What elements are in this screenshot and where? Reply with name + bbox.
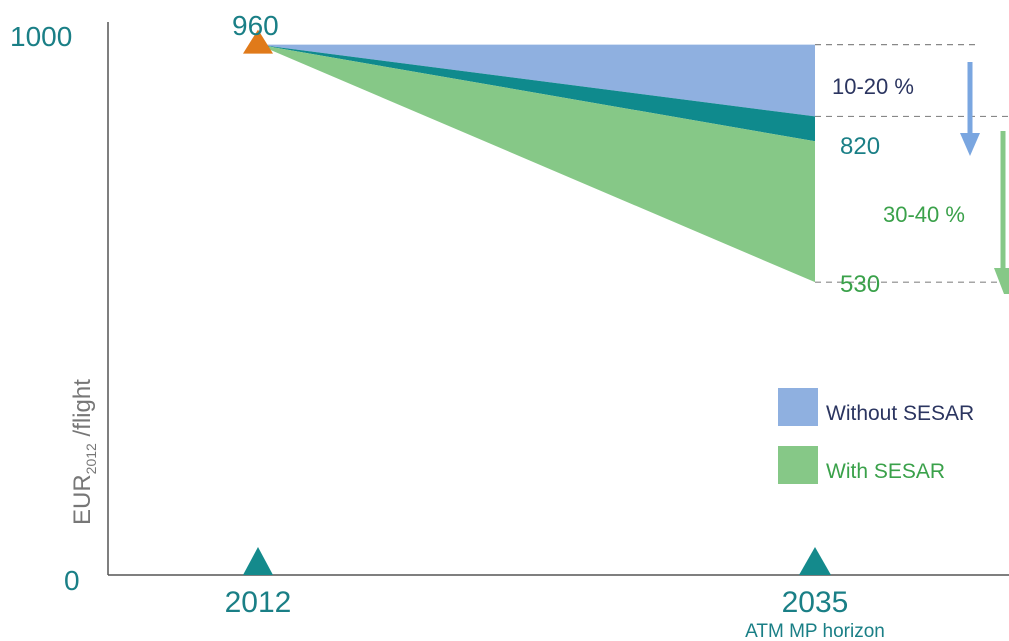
area-overlap-band — [258, 44, 815, 142]
x-tick-label-2012: 2012 — [225, 586, 292, 619]
annotation-reduction-with: 30-40 % — [883, 202, 965, 227]
legend-swatch-with — [778, 446, 818, 484]
y-axis-label-sub: 2012 — [83, 443, 99, 474]
arrow-reduction-with — [994, 131, 1009, 294]
y-tick-label-min: 0 — [64, 565, 80, 596]
end-label-without: 820 — [840, 133, 880, 160]
x-marker-2012 — [243, 547, 273, 575]
y-tick-label-max: 1000 — [10, 21, 72, 52]
area-without-sesar — [258, 44, 815, 117]
x-tick-label-2035: 2035 — [782, 586, 849, 619]
arrow-reduction-without — [960, 62, 980, 156]
y-axis-label-main: EUR — [69, 474, 96, 525]
legend-label-with: With SESAR — [826, 460, 945, 483]
start-marker-triangle — [243, 29, 273, 54]
x-marker-2035 — [799, 547, 831, 575]
legend-label-without: Without SESAR — [826, 402, 974, 425]
y-axis-label: EUR2012 /flight — [69, 379, 99, 525]
end-label-with: 530 — [840, 271, 880, 298]
annotation-reduction-without: 10-20 % — [832, 74, 914, 99]
x-subtitle: ATM MP horizon — [745, 621, 885, 641]
start-value-label: 960 — [232, 10, 279, 41]
area-with-sesar — [258, 44, 815, 283]
legend-swatch-without — [778, 388, 818, 426]
y-axis-label-tail: /flight — [69, 379, 96, 443]
legend: Without SESAR With SESAR — [778, 388, 974, 484]
